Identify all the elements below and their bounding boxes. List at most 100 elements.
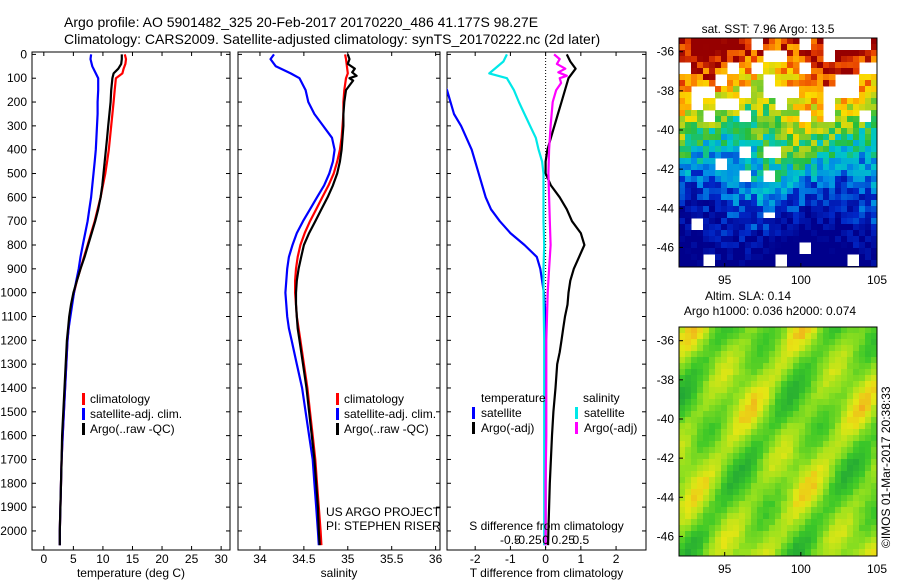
map-cell [745,537,752,544]
map-cell [733,212,740,219]
map-cell [691,489,698,496]
map-cell [769,140,776,147]
map-cell [679,74,686,81]
map-cell [799,381,806,388]
map-cell [853,357,860,364]
map-cell [787,411,794,418]
map-cell [727,369,734,376]
map-cell [871,230,877,237]
map-cell [733,435,740,442]
map-cell [787,50,794,57]
map-cell [757,128,764,135]
map-cell [853,453,860,460]
map-cell [793,369,800,376]
map-cell [709,44,716,51]
map-cell [829,218,836,225]
map-cell [733,393,740,400]
map-cell [817,435,824,442]
map-cell [799,188,806,195]
map-cell [835,501,842,508]
map-cell [739,483,746,490]
map-cell [835,423,842,430]
map-cell [685,399,692,406]
map-cell [823,327,830,334]
map-cell [829,122,836,129]
map-cell [715,507,722,514]
map-cell [739,537,746,544]
map-cell [787,453,794,460]
map-cell [727,254,734,261]
map-cell [775,68,782,75]
map-cell [823,200,830,207]
map-cell [757,224,764,231]
map-cell [757,134,764,141]
map-cell [721,393,728,400]
map-cell [739,429,746,436]
map-cell [703,381,710,388]
map-cell [847,471,854,478]
map-cell [823,333,830,340]
map-cell [817,513,824,520]
map-cell [847,146,854,153]
map-cell [739,74,746,81]
map-cell [727,471,734,478]
map-cell [733,423,740,430]
map-cell [679,501,686,508]
map-cell [787,68,794,75]
map-cell [793,447,800,454]
map-cell [721,188,728,195]
map-cell [703,248,710,255]
map-cell [727,495,734,502]
map-cell [703,74,710,81]
map-cell [811,381,818,388]
map-cell [727,399,734,406]
map-cell [865,212,872,219]
map-cell [733,459,740,466]
map-cell [811,387,818,394]
map-cell [715,339,722,346]
map-cell [751,435,758,442]
map-cell [823,381,830,388]
map-cell [805,200,812,207]
map-cell [679,495,686,502]
map-cell [859,507,866,514]
map-cell [769,206,776,213]
map-cell [859,122,866,129]
map-cell [703,236,710,243]
map-cell [691,357,698,364]
map-cell [859,327,866,334]
map-cell [697,399,704,406]
map-cell [799,375,806,382]
map-cell [751,206,758,213]
map-cell [685,134,692,141]
map-cell [775,435,782,442]
map-cell [727,242,734,249]
map-cell [823,248,830,255]
map-cell [847,164,854,171]
map-cell [781,206,788,213]
map-cell [811,417,818,424]
map-cell [763,140,770,147]
map-cell [805,104,812,111]
map-cell [721,477,728,484]
map-cell [709,194,716,201]
map-cell [793,351,800,358]
map-cell [739,224,746,231]
map-cell [703,543,710,550]
map-cell [697,537,704,544]
s-tick-label: -0.5 [500,533,521,547]
map-cell [709,206,716,213]
map-cell [781,212,788,219]
map-cell [751,164,758,171]
map-cell [727,164,734,171]
map-cell [721,399,728,406]
map-cell [817,134,824,141]
map-cell [745,242,752,249]
map-cell [853,182,860,189]
map-cell [799,92,806,99]
map-cell [685,110,692,117]
map-cell [853,507,860,514]
map-cell [721,357,728,364]
map-cell [793,230,800,237]
map-cell [805,507,812,514]
